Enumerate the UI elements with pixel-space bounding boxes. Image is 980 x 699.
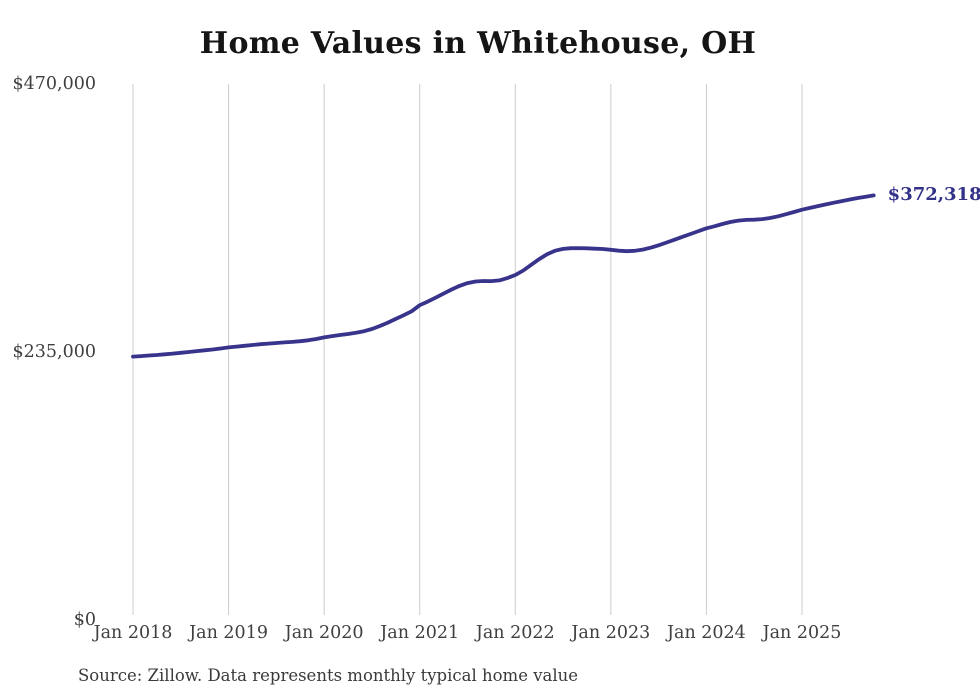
x-tick-label: Jan 2023	[571, 623, 651, 643]
y-tick-label: $470,000	[12, 74, 96, 94]
x-tick-label: Jan 2025	[762, 623, 842, 643]
source-note: Source: Zillow. Data represents monthly …	[78, 666, 579, 685]
x-tick-label: Jan 2018	[93, 623, 173, 643]
x-tick-label: Jan 2020	[284, 623, 364, 643]
y-tick-label: $0	[73, 610, 96, 630]
price-line	[131, 193, 876, 359]
x-tick-label: Jan 2024	[667, 623, 746, 643]
x-tick-label: Jan 2019	[189, 623, 268, 643]
end-value-label: $372,318	[887, 184, 980, 206]
x-tick-label: Jan 2022	[475, 623, 555, 643]
x-tick-label: Jan 2021	[380, 623, 460, 643]
y-tick-label: $235,000	[12, 342, 96, 362]
chart-title: Home Values in Whitehouse, OH	[199, 26, 757, 61]
